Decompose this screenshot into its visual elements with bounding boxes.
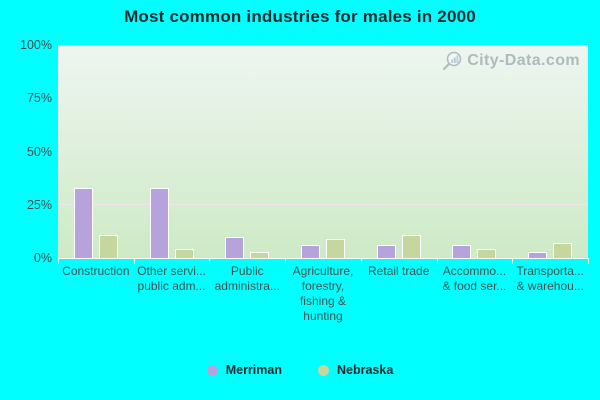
legend-swatch-merriman <box>206 364 218 376</box>
bar-nebraska-6 <box>553 243 573 258</box>
bar-nebraska-1 <box>174 249 194 258</box>
x-ticks <box>58 258 589 265</box>
legend-item-merriman: Merriman <box>206 363 282 377</box>
x-tick-2 <box>209 258 211 264</box>
legend-label-nebraska: Nebraska <box>336 363 394 377</box>
bar-nebraska-5 <box>477 249 497 258</box>
x-label-6: Transporta... & warehou... <box>516 264 584 293</box>
x-tick-6 <box>512 258 514 264</box>
x-label-1: Other servi... public adm... <box>137 264 206 293</box>
legend-label-merriman: Merriman <box>225 363 282 377</box>
bar-nebraska-3 <box>326 238 345 258</box>
x-tick-0 <box>58 258 59 264</box>
x-tick-3 <box>285 258 287 264</box>
plot-area: City-Data.com <box>58 45 588 259</box>
gridline-25 <box>58 203 588 205</box>
x-axis-labels: Construction Other servi... public adm...… <box>58 264 588 334</box>
bar-merriman-2 <box>225 236 245 258</box>
x-label-3: Agriculture, forestry, fishing & hunting <box>292 264 354 323</box>
bar-nebraska-2 <box>250 251 270 258</box>
bar-nebraska-4 <box>401 234 421 258</box>
bar-merriman-3 <box>301 245 320 258</box>
x-tick-7 <box>588 258 589 264</box>
y-tick-label-25: 25% <box>26 197 52 212</box>
y-tick-label-75: 75% <box>26 91 52 106</box>
bar-merriman-0 <box>73 187 93 258</box>
watermark-text: City-Data.com <box>467 52 580 69</box>
bar-nebraska-0 <box>98 234 118 258</box>
x-label-2: Public administra... <box>214 264 280 293</box>
x-label-0: Construction <box>62 264 130 278</box>
y-tick-label-0: 0% <box>33 251 52 265</box>
gridline-75 <box>58 97 588 99</box>
legend-item-nebraska: Nebraska <box>317 363 394 377</box>
x-tick-1 <box>133 258 135 264</box>
x-label-5: Accommo... & food ser... <box>442 264 507 293</box>
bar-merriman-5 <box>452 245 472 258</box>
y-axis: 100% 75% 50% 25% 0% <box>0 0 52 400</box>
bar-merriman-6 <box>528 251 548 258</box>
x-label-4: Retail trade <box>368 264 430 278</box>
bar-merriman-4 <box>376 245 396 258</box>
x-tick-4 <box>360 258 362 264</box>
y-tick-label-100: 100% <box>20 38 52 52</box>
legend-swatch-nebraska <box>317 364 329 376</box>
legend: Merriman Nebraska <box>0 363 600 377</box>
y-tick-label-50: 50% <box>26 144 52 159</box>
gridline-50 <box>58 150 588 152</box>
x-tick-5 <box>436 258 438 264</box>
magnifier-bars-icon <box>441 50 463 72</box>
watermark: City-Data.com <box>441 50 580 72</box>
chart-title: Most common industries for males in 2000 <box>124 7 476 26</box>
bar-merriman-1 <box>149 187 169 258</box>
